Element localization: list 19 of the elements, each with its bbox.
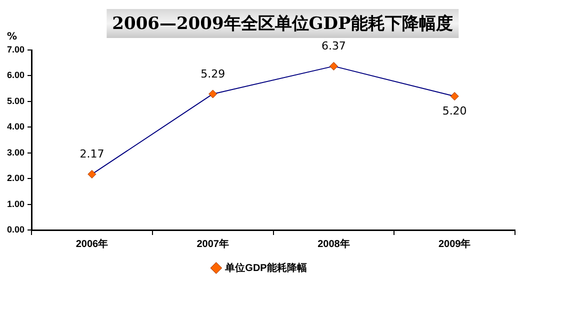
y-tick-label: 0.00: [6, 224, 25, 234]
y-tick-label: 2.00: [6, 173, 25, 184]
y-tick-label: 5.00: [6, 96, 25, 106]
y-axis-title: %: [6, 32, 18, 43]
x-tick-label: 2009年: [438, 238, 471, 250]
x-tick-label: 2007年: [196, 238, 229, 250]
data-label: 2.17: [80, 148, 104, 161]
y-tick-label: 4.00: [6, 122, 25, 132]
data-label: 5.20: [442, 104, 467, 118]
legend-label: 单位GDP能耗降幅: [224, 262, 307, 274]
y-tick-label: 3.00: [6, 147, 25, 158]
data-label: 6.37: [321, 40, 346, 53]
chart-title: 2006—2009年全区单位GDP能耗下降幅度: [106, 9, 459, 38]
y-tick-label: 7.00: [6, 44, 25, 54]
data-label: 5.29: [200, 67, 226, 80]
x-tick-label: 2008年: [318, 238, 350, 250]
y-tick-label: 6.00: [6, 70, 25, 80]
x-tick-label: 2006年: [76, 238, 108, 250]
y-tick-label: 1.00: [6, 198, 25, 209]
